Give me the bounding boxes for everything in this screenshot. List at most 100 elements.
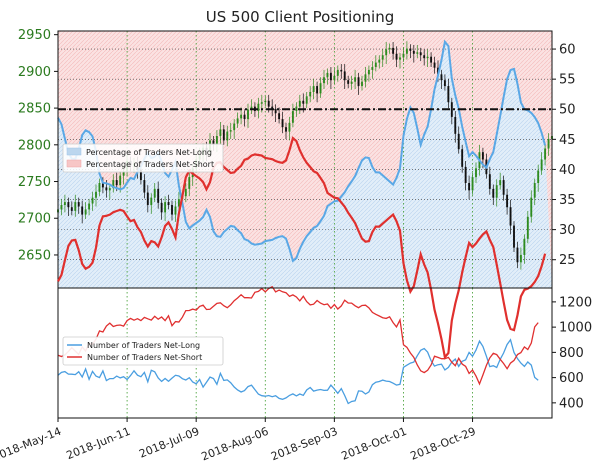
candle-body-132 xyxy=(513,225,515,248)
candle-body-55 xyxy=(247,109,249,120)
price-tick-label-0: 2650 xyxy=(18,248,51,263)
candle-body-83 xyxy=(343,71,346,81)
candle-body-10 xyxy=(91,197,94,204)
count-tick-label-4: 1200 xyxy=(559,295,592,310)
price-tick-label-1: 2700 xyxy=(18,212,51,227)
candle-body-54 xyxy=(243,114,246,120)
candle-body-80 xyxy=(333,75,336,81)
pct-tick-label-4: 45 xyxy=(559,133,576,148)
candle-body-17 xyxy=(115,180,118,186)
candle-body-102 xyxy=(409,48,412,51)
candle-body-98 xyxy=(395,53,398,60)
candle-body-103 xyxy=(412,50,415,54)
percentage-axis-ticks: 25 30 35 40 45 50 55 60 xyxy=(552,43,576,268)
candle-body-121 xyxy=(475,168,477,178)
price-tick-label-4: 2850 xyxy=(18,102,51,117)
candle-body-93 xyxy=(378,59,381,63)
candle-body-123 xyxy=(481,152,484,160)
candle-body-2 xyxy=(63,202,66,206)
candle-body-109 xyxy=(433,62,436,68)
pct-tick-label-5: 50 xyxy=(559,103,576,118)
candle-body-134 xyxy=(519,254,522,263)
candle-body-38 xyxy=(188,177,191,189)
candle-body-125 xyxy=(488,174,491,189)
candle-body-106 xyxy=(423,55,426,59)
candle-body-137 xyxy=(530,197,533,217)
candle-body-25 xyxy=(143,180,146,193)
candle-body-4 xyxy=(70,207,73,211)
candle-body-136 xyxy=(526,216,529,239)
candle-body-73 xyxy=(309,91,312,97)
candle-body-71 xyxy=(302,100,305,104)
pct-tick-label-2: 35 xyxy=(559,193,576,208)
candle-body-75 xyxy=(316,86,319,94)
candle-body-139 xyxy=(537,170,540,183)
legend-label-net-short: Percentage of Traders Net-Short xyxy=(86,160,214,169)
candle-body-113 xyxy=(447,86,450,103)
candle-body-28 xyxy=(153,188,156,198)
pct-tick-label-6: 55 xyxy=(559,73,576,88)
legend-swatch-net-short xyxy=(66,159,82,168)
candle-body-79 xyxy=(329,72,332,81)
pct-tick-label-1: 30 xyxy=(559,223,576,238)
candle-body-91 xyxy=(371,66,374,70)
candle-body-8 xyxy=(84,209,87,215)
legend-label-count-long: Number of Traders Net-Long xyxy=(87,341,200,350)
candle-body-90 xyxy=(367,69,370,75)
candle-body-78 xyxy=(326,72,329,78)
candle-body-117 xyxy=(461,149,464,167)
candle-body-87 xyxy=(357,77,360,87)
candle-body-128 xyxy=(499,180,502,186)
date-tick-label-4: 2018-Sep-03 xyxy=(269,425,339,464)
candle-body-140 xyxy=(540,159,543,171)
net-long-fill xyxy=(58,41,552,288)
candle-body-26 xyxy=(146,192,149,206)
candle-body-24 xyxy=(139,169,142,181)
net-long-count-line xyxy=(57,338,539,405)
top-legend: Percentage of Traders Net-Long Percentag… xyxy=(62,143,224,173)
candle-body-111 xyxy=(440,74,443,81)
count-axis-ticks: 400 600 800 1000 1200 xyxy=(552,295,592,411)
candle-body-96 xyxy=(388,47,391,50)
candle-body-29 xyxy=(157,188,160,203)
positioning-panel: 2650 2700 2750 2800 2850 2900 2950 25 30 35 40 45 5… xyxy=(18,28,576,360)
candle-body-141 xyxy=(544,148,547,160)
candle-body-94 xyxy=(381,55,384,60)
candle-body-7 xyxy=(81,206,84,215)
candle-body-18 xyxy=(119,175,122,186)
date-tick-label-3: 2018-Aug-06 xyxy=(200,425,271,464)
count-tick-label-2: 800 xyxy=(559,346,584,361)
candle-body-95 xyxy=(385,49,388,56)
net-short-count-line xyxy=(57,285,539,386)
candle-body-97 xyxy=(392,47,395,54)
candle-body-15 xyxy=(108,188,111,191)
bottom-legend-box xyxy=(62,336,224,366)
candle-body-11 xyxy=(95,191,97,198)
candle-body-37 xyxy=(184,188,187,197)
candle-body-81 xyxy=(336,69,339,76)
top-legend-box xyxy=(62,143,224,173)
candle-body-68 xyxy=(291,111,294,123)
trader-count-panel: 400 600 800 1000 1200 2018-May-14 2018-Jun-11… xyxy=(0,285,592,464)
candle-body-16 xyxy=(112,180,115,189)
candle-body-62 xyxy=(271,106,274,109)
candle-body-48 xyxy=(222,129,225,141)
candle-body-99 xyxy=(399,57,401,60)
candle-body-88 xyxy=(361,81,363,87)
candle-body-129 xyxy=(502,180,505,195)
candle-body-66 xyxy=(285,127,287,132)
legend-swatch-net-long xyxy=(66,147,82,156)
price-tick-label-5: 2900 xyxy=(18,65,51,80)
candle-body-3 xyxy=(67,202,70,208)
legend-label-count-short: Number of Traders Net-Short xyxy=(87,353,202,362)
pct-tick-label-7: 60 xyxy=(559,43,576,58)
candle-body-92 xyxy=(374,62,377,67)
date-axis-ticks: 2018-May-14 2018-Jun-11 2018-Jul-092018-Au… xyxy=(0,418,478,464)
candle-body-126 xyxy=(492,188,495,198)
candle-body-76 xyxy=(319,83,322,94)
candle-body-114 xyxy=(450,102,453,117)
candle-body-32 xyxy=(167,202,170,206)
candle-body-84 xyxy=(347,80,350,84)
